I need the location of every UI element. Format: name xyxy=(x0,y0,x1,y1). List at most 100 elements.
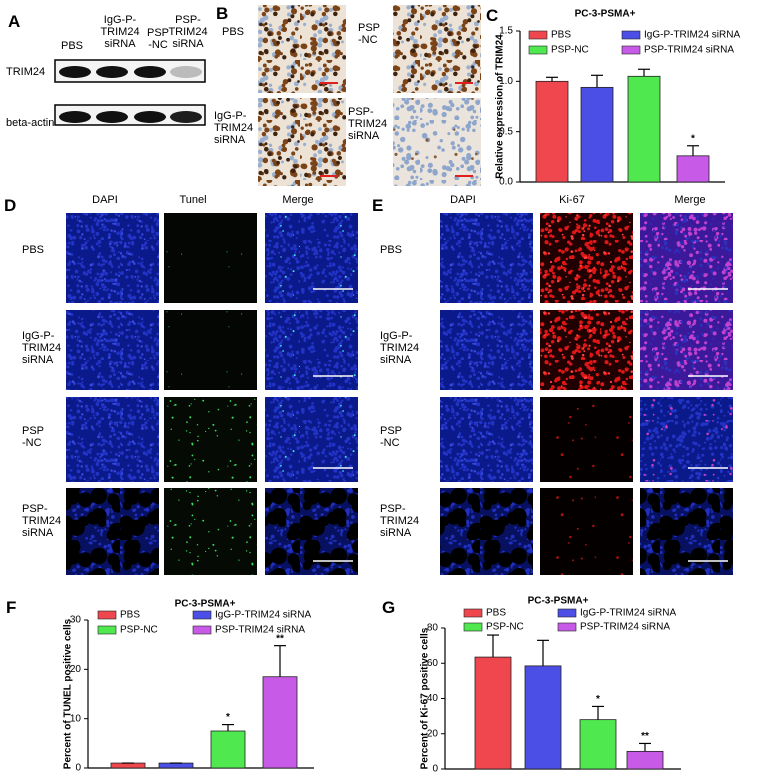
bar xyxy=(110,762,146,769)
y-axis-label: Percent of Ki-67 positive cells xyxy=(420,627,431,769)
y-tick-label: 80 xyxy=(427,623,439,634)
bar xyxy=(580,86,614,183)
bar xyxy=(676,155,710,183)
significance-label: ** xyxy=(641,731,649,742)
legend-swatch xyxy=(192,625,212,635)
error-bar xyxy=(592,705,604,720)
legend-swatch xyxy=(557,622,577,632)
ihc-image xyxy=(258,5,346,93)
blot-band xyxy=(134,66,166,78)
legend-label: PSP-TRIM24 siRNA xyxy=(580,622,670,633)
y-tick-label: 1.0 xyxy=(499,76,513,87)
chart-title: PC-3-PSMA+ xyxy=(175,599,236,610)
bar xyxy=(535,80,569,183)
legend-swatch xyxy=(463,608,483,618)
fluorescence-image xyxy=(640,397,733,482)
blot-band xyxy=(96,111,128,123)
legend-label: PSP-TRIM24 siRNA xyxy=(215,625,305,636)
legend-label: PBS xyxy=(120,610,140,621)
row-label: PSP -NC xyxy=(22,425,45,449)
legend-label: PBS xyxy=(486,608,506,619)
error-bar xyxy=(222,723,234,731)
row-label: PBS xyxy=(22,244,45,256)
fluorescence-image xyxy=(540,488,633,575)
legend-swatch xyxy=(557,608,577,618)
fluorescence-image xyxy=(440,213,533,303)
ihc-image xyxy=(393,5,481,93)
bar xyxy=(210,730,246,769)
blot-band xyxy=(59,111,91,123)
lane-label: PSP- TRIM24 siRNA xyxy=(168,14,208,50)
y-tick-label: 20 xyxy=(70,664,82,675)
blot-row-label: beta-actin xyxy=(6,117,55,129)
fluorescence-image xyxy=(164,310,257,390)
column-label: Ki-67 xyxy=(559,194,585,206)
panel-label: C xyxy=(486,6,499,25)
panel-label: D xyxy=(4,196,17,215)
row-label: IgG-P- TRIM24 siRNA xyxy=(22,330,62,366)
fluorescence-image xyxy=(640,213,733,303)
panel-label: F xyxy=(6,598,17,617)
legend-swatch xyxy=(463,622,483,632)
legend-swatch xyxy=(621,30,641,40)
fluorescence-image xyxy=(265,488,358,575)
column-label: Merge xyxy=(674,194,706,206)
y-tick-label: 0 xyxy=(75,763,81,774)
bar xyxy=(262,676,298,769)
panel-label: B xyxy=(216,4,229,23)
chart-title: PC-3-PSMA+ xyxy=(528,596,589,607)
legend-label: PSP-TRIM24 siRNA xyxy=(644,45,734,56)
legend-swatch xyxy=(621,45,641,55)
row-label: IgG-P- TRIM24 siRNA xyxy=(380,330,420,366)
fluorescence-image xyxy=(540,310,633,390)
significance-label: ** xyxy=(276,633,284,644)
legend-label: IgG-P-TRIM24 siRNA xyxy=(215,610,311,621)
ihc-label: IgG-P- TRIM24 siRNA xyxy=(214,110,254,146)
legend-swatch xyxy=(528,45,548,55)
legend-label: IgG-P-TRIM24 siRNA xyxy=(580,608,676,619)
ihc-label: PBS xyxy=(222,26,245,38)
blot-band xyxy=(96,66,128,78)
blot-band xyxy=(134,111,166,123)
fluorescence-image xyxy=(164,488,257,575)
y-tick-label: 40 xyxy=(427,693,439,704)
column-label: DAPI xyxy=(92,194,118,206)
chart-title: PC-3-PSMA+ xyxy=(575,9,636,20)
lane-label: IgG-P- TRIM24 siRNA xyxy=(100,14,140,50)
legend-swatch xyxy=(192,610,212,620)
significance-label: * xyxy=(596,694,600,705)
fluorescence-image xyxy=(440,488,533,575)
y-tick-label: 0.5 xyxy=(499,126,513,137)
bar xyxy=(627,75,661,183)
blot-band xyxy=(59,66,91,78)
y-tick-label: 10 xyxy=(70,713,82,724)
blot-band xyxy=(170,111,202,123)
error-bar xyxy=(537,639,549,666)
column-label: Merge xyxy=(282,194,314,206)
ihc-image xyxy=(393,98,481,186)
bar xyxy=(524,665,562,770)
y-tick-label: 20 xyxy=(427,728,439,739)
fluorescence-image xyxy=(540,397,633,482)
bar xyxy=(579,719,617,770)
fluorescence-image xyxy=(164,397,257,482)
y-tick-label: 1.5 xyxy=(499,26,513,37)
blot-frame xyxy=(54,104,206,126)
error-bar xyxy=(274,645,286,677)
error-bar xyxy=(638,68,650,77)
significance-label: * xyxy=(226,712,230,723)
error-bar xyxy=(639,742,651,752)
panel-label: E xyxy=(372,196,384,215)
fluorescence-image xyxy=(265,310,358,390)
fluorescence-image xyxy=(540,213,633,303)
y-tick-label: 30 xyxy=(70,615,82,626)
fluorescence-image xyxy=(640,488,733,575)
y-tick-label: 0.0 xyxy=(499,177,513,188)
legend-label: PSP-NC xyxy=(551,45,589,56)
legend-label: PBS xyxy=(551,30,571,41)
row-label: PSP- TRIM24 siRNA xyxy=(22,503,62,539)
ihc-label: PSP- TRIM24 siRNA xyxy=(348,106,388,142)
row-label: PSP -NC xyxy=(380,425,403,449)
legend-label: IgG-P-TRIM24 siRNA xyxy=(644,30,740,41)
